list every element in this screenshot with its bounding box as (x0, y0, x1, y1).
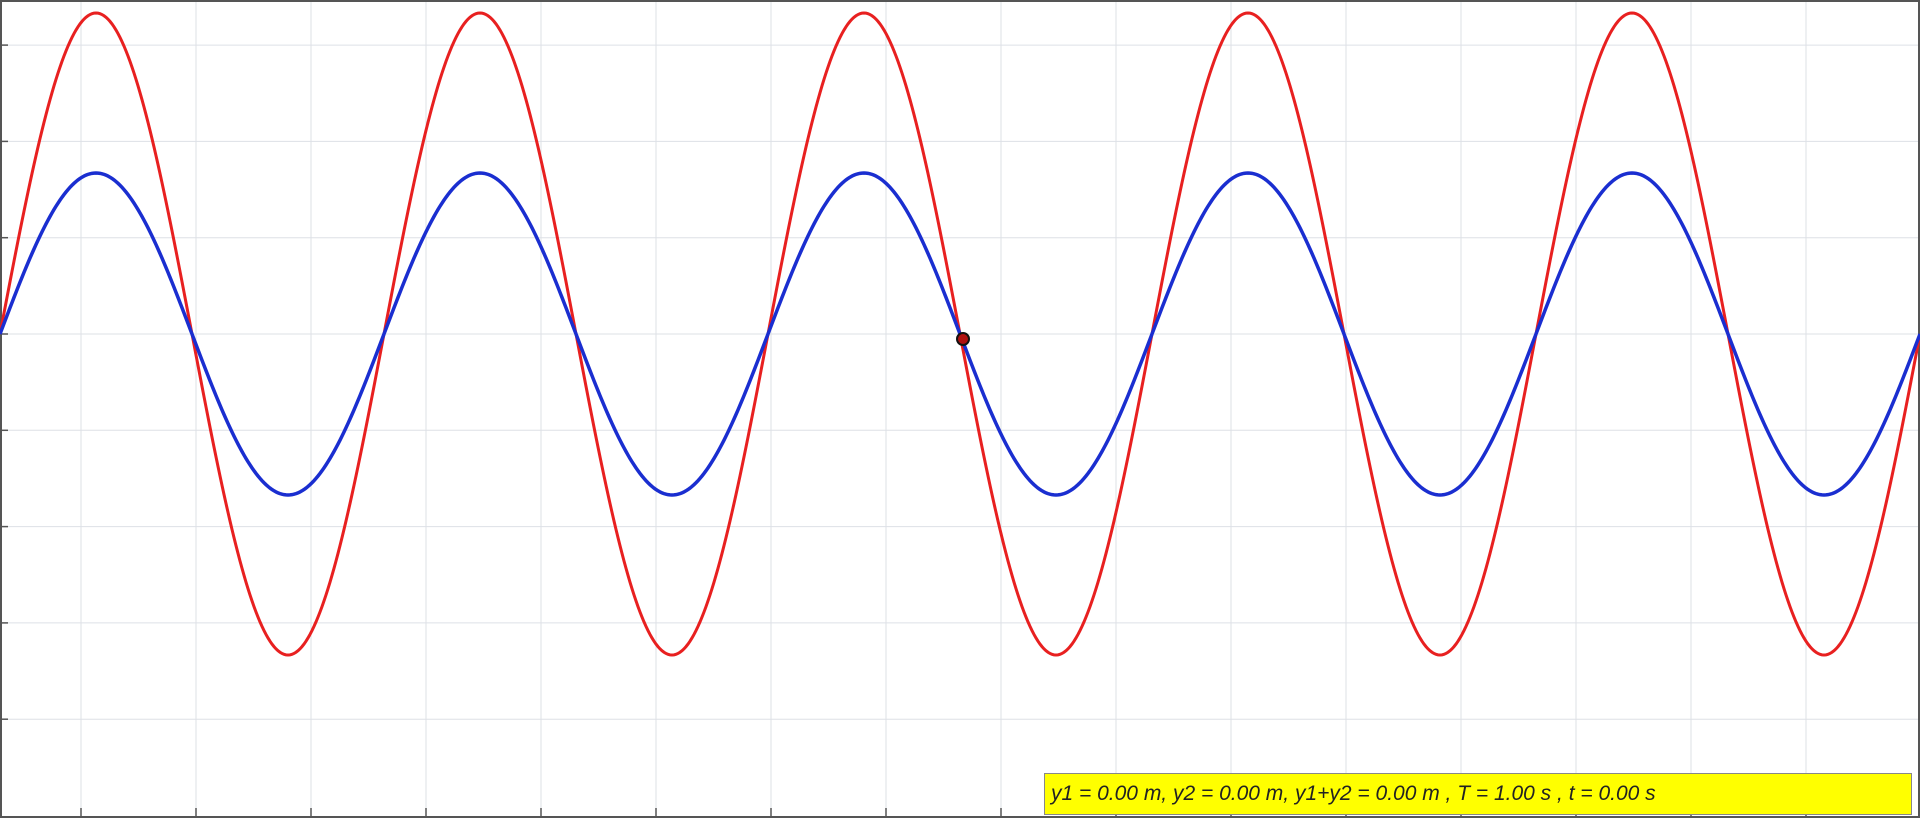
probe-marker[interactable] (956, 332, 970, 346)
status-readout: y1 = 0.00 m, y2 = 0.00 m, y1+y2 = 0.00 m… (1044, 773, 1912, 815)
